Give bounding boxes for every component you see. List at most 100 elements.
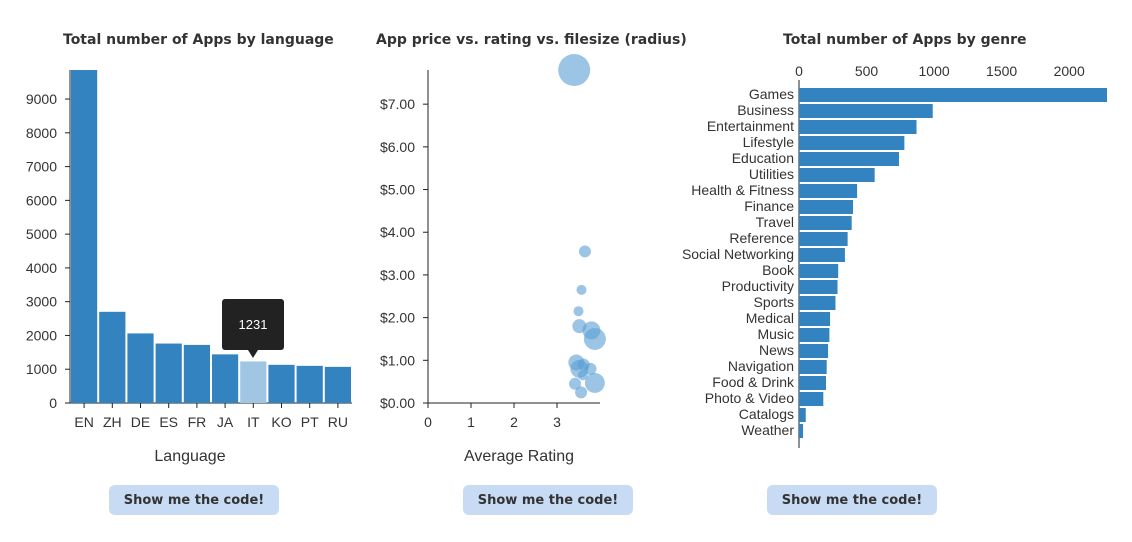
y-tick-label: 1000 bbox=[26, 361, 57, 377]
y-tick-label: Finance bbox=[744, 198, 794, 214]
show-code-button-genre[interactable]: Show me the code! bbox=[767, 485, 937, 515]
x-tick-label: ES bbox=[159, 414, 178, 430]
show-code-button-language[interactable]: Show me the code! bbox=[109, 485, 279, 515]
y-tick-label: $2.00 bbox=[380, 310, 415, 326]
x-tick-label: 1000 bbox=[919, 63, 950, 79]
x-tick-label: 2000 bbox=[1054, 63, 1085, 79]
bar-en bbox=[71, 70, 98, 403]
y-tick-label: $7.00 bbox=[380, 96, 415, 112]
bar-genre bbox=[799, 152, 899, 166]
x-tick-label: PT bbox=[301, 414, 319, 430]
y-tick-label: 0 bbox=[49, 395, 57, 411]
x-tick-label: 500 bbox=[855, 63, 879, 79]
bar-genre bbox=[799, 88, 1107, 102]
show-code-button-scatter[interactable]: Show me the code! bbox=[463, 485, 633, 515]
bar-genre bbox=[799, 312, 831, 326]
bar-genre bbox=[799, 120, 917, 134]
scatter-point bbox=[584, 372, 605, 393]
x-tick-label: RU bbox=[328, 414, 348, 430]
y-tick-label: Travel bbox=[756, 214, 794, 230]
bar-genre bbox=[799, 104, 933, 118]
y-tick-label: $3.00 bbox=[380, 267, 415, 283]
bar-genre bbox=[799, 408, 806, 422]
x-tick-label: EN bbox=[74, 414, 93, 430]
y-tick-label: 3000 bbox=[26, 294, 57, 310]
bar-genre bbox=[799, 248, 845, 262]
x-tick-label: FR bbox=[188, 414, 207, 430]
scatter-point bbox=[558, 54, 591, 86]
bar-genre bbox=[799, 376, 827, 390]
y-tick-label: Catalogs bbox=[739, 406, 794, 422]
bar-genre bbox=[799, 200, 854, 214]
y-tick-label: 4000 bbox=[26, 260, 57, 276]
chart-title-genre: Total number of Apps by genre bbox=[783, 32, 1027, 48]
y-tick-label: Lifestyle bbox=[743, 134, 795, 150]
chart-title-scatter: App price vs. rating vs. filesize (radiu… bbox=[376, 32, 687, 48]
y-tick-label: Health & Fitness bbox=[691, 182, 794, 198]
bar-genre bbox=[799, 136, 905, 150]
bar-genre bbox=[799, 296, 836, 310]
y-tick-label: 7000 bbox=[26, 159, 57, 175]
x-tick-label: 3 bbox=[553, 414, 561, 430]
y-tick-label: $5.00 bbox=[380, 182, 415, 198]
y-tick-label: Games bbox=[749, 86, 794, 102]
bar-genre bbox=[799, 424, 804, 438]
x-tick-label: ZH bbox=[103, 414, 122, 430]
bar-genre bbox=[799, 344, 829, 358]
x-tick-label: 1500 bbox=[986, 63, 1017, 79]
x-tick-label: 1 bbox=[467, 414, 475, 430]
scatter-point bbox=[573, 306, 584, 317]
scatter-point bbox=[578, 245, 591, 258]
y-tick-label: Utilities bbox=[749, 166, 794, 182]
bar-zh bbox=[99, 311, 126, 403]
x-tick-label: 0 bbox=[424, 414, 432, 430]
y-tick-label: News bbox=[759, 342, 794, 358]
y-tick-label: Medical bbox=[746, 310, 794, 326]
x-axis-label-scatter: Average Rating bbox=[464, 448, 574, 465]
bar-genre bbox=[799, 232, 848, 246]
y-tick-label: Navigation bbox=[728, 358, 794, 374]
bar-genre bbox=[799, 280, 838, 294]
bar-genre bbox=[799, 264, 839, 278]
bar-pt bbox=[296, 365, 323, 403]
y-tick-label: 6000 bbox=[26, 192, 57, 208]
y-tick-label: Music bbox=[757, 326, 794, 342]
bar-genre bbox=[799, 392, 824, 406]
x-tick-label: 2 bbox=[510, 414, 518, 430]
y-tick-label: $0.00 bbox=[380, 395, 415, 411]
y-tick-label: 5000 bbox=[26, 226, 57, 242]
scatter-point bbox=[575, 386, 588, 399]
y-tick-label: Photo & Video bbox=[705, 390, 794, 406]
y-tick-label: 2000 bbox=[26, 327, 57, 343]
y-tick-label: $4.00 bbox=[380, 224, 415, 240]
y-tick-label: Entertainment bbox=[707, 118, 794, 134]
y-tick-label: Productivity bbox=[722, 278, 794, 294]
bar-ja bbox=[212, 354, 239, 403]
x-tick-label: KO bbox=[271, 414, 291, 430]
y-tick-label: Book bbox=[762, 262, 795, 278]
y-tick-label: Sports bbox=[754, 294, 794, 310]
bar-es bbox=[155, 343, 182, 403]
y-tick-label: 9000 bbox=[26, 91, 57, 107]
y-tick-label: Business bbox=[737, 102, 794, 118]
y-tick-label: $6.00 bbox=[380, 139, 415, 155]
bar-genre bbox=[799, 328, 830, 342]
bar-tooltip: 1231 bbox=[222, 299, 284, 350]
scatter-point bbox=[577, 370, 588, 381]
scatter-point bbox=[576, 284, 587, 295]
x-tick-label: 0 bbox=[795, 63, 803, 79]
y-tick-label: Social Networking bbox=[682, 246, 794, 262]
y-tick-label: Food & Drink bbox=[712, 374, 795, 390]
bar-de bbox=[127, 333, 154, 403]
tooltip-arrow bbox=[248, 350, 258, 358]
y-tick-label: Education bbox=[732, 150, 794, 166]
bar-genre bbox=[799, 184, 858, 198]
bar-ko bbox=[268, 364, 295, 403]
x-tick-label: JA bbox=[217, 414, 234, 430]
y-tick-label: Weather bbox=[741, 422, 794, 438]
scatter-point bbox=[583, 327, 606, 350]
y-tick-label: 8000 bbox=[26, 125, 57, 141]
chart-title-language: Total number of Apps by language bbox=[63, 32, 334, 48]
x-axis-label-language: Language bbox=[154, 448, 225, 465]
